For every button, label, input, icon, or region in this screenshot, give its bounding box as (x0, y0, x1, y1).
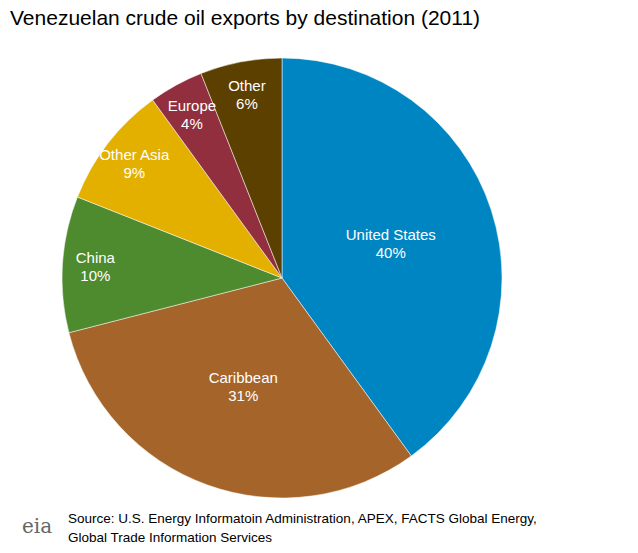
svg-text:Other6%: Other6% (228, 77, 266, 112)
svg-text:Other Asia9%: Other Asia9% (99, 146, 170, 181)
svg-text:United States40%: United States40% (346, 226, 436, 261)
html-text:Global Trade Information Servi: Global Trade Information Services (68, 530, 273, 545)
html-text:eia: eia (22, 514, 53, 538)
html-text:Source: U.S. Energy Informatoi: Source: U.S. Energy Informatoin Administ… (68, 511, 537, 526)
svg-text:Europe4%: Europe4% (168, 97, 216, 132)
svg-text:China10%: China10% (76, 249, 116, 284)
svg-text:Caribbean31%: Caribbean31% (209, 369, 278, 404)
html-text:Venezuelan crude oil exports b: Venezuelan crude oil exports by destinat… (10, 6, 481, 29)
